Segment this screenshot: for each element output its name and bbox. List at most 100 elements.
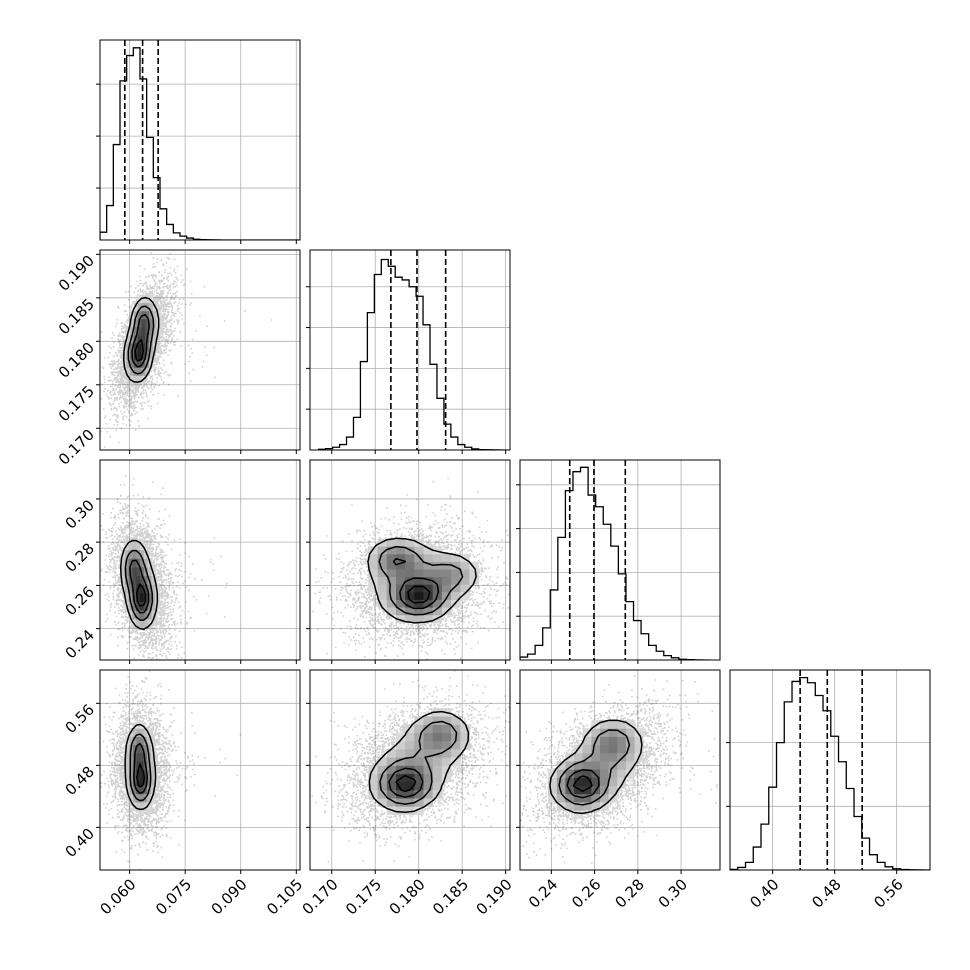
x-tick-label-3: 0.48 <box>808 875 844 911</box>
contour-level-1 <box>379 720 458 805</box>
density-cell <box>130 367 135 376</box>
density-cell <box>140 736 144 746</box>
density-cell <box>396 732 406 742</box>
density-cell <box>441 599 452 608</box>
density-cell <box>441 757 452 766</box>
density-cell <box>625 736 635 746</box>
density-cell <box>149 294 154 304</box>
density-cell <box>451 561 461 570</box>
density-cell <box>441 773 452 783</box>
y-tick-label-1: 0.175 <box>55 382 98 425</box>
density-cell <box>386 538 397 547</box>
density-cell <box>423 781 434 791</box>
density-cell <box>140 618 145 628</box>
density-cell <box>386 765 397 774</box>
histogram-1 <box>318 258 507 450</box>
density-cell <box>152 335 158 344</box>
density-cell <box>133 326 139 336</box>
density-cell <box>574 785 584 795</box>
density-cell <box>574 769 584 778</box>
density-cell <box>368 584 378 593</box>
density-cell <box>386 569 397 578</box>
density-cell <box>405 789 415 799</box>
density-cell <box>451 757 461 766</box>
density-cell <box>141 335 146 344</box>
hist-panel-2 <box>516 459 721 664</box>
density-cell <box>132 728 137 737</box>
density-cell <box>377 553 388 562</box>
density-cell <box>548 777 558 786</box>
density-cell <box>591 728 601 737</box>
density-cell <box>151 601 156 611</box>
density-cell <box>441 765 452 774</box>
density-cell <box>396 781 406 791</box>
y-tick-label-1: 0.170 <box>55 426 98 469</box>
density-cell <box>423 576 434 585</box>
density-cell <box>128 610 133 620</box>
density-cell <box>582 802 592 811</box>
density-cell <box>396 789 406 799</box>
density-cell <box>140 785 144 795</box>
scatter-panel-1-0 <box>96 249 301 454</box>
density-cell <box>145 367 150 376</box>
density-cell <box>423 765 434 774</box>
density-cell <box>574 752 584 762</box>
density-cell <box>132 736 137 746</box>
density-cell <box>556 785 566 795</box>
density-cell <box>423 757 434 766</box>
density-cell <box>396 561 406 570</box>
density-cell <box>451 716 461 725</box>
density-cell <box>591 802 601 811</box>
density-cell <box>128 558 133 568</box>
density-cell <box>140 610 145 620</box>
density-cell <box>414 576 424 585</box>
density-cell <box>396 740 406 750</box>
density-cell <box>625 769 635 778</box>
density-cell <box>140 761 144 770</box>
y-tick-label-3: 0.48 <box>62 763 98 799</box>
density-cell <box>441 591 452 600</box>
density-cell <box>132 744 137 754</box>
scatter-panel-3-1 <box>306 669 511 874</box>
density-cell <box>565 777 575 786</box>
density-cell <box>441 576 452 585</box>
density-cell <box>151 593 156 602</box>
density-cell <box>147 744 152 754</box>
density-cell <box>608 769 618 778</box>
density-cell <box>137 343 142 352</box>
density-cell <box>386 781 397 791</box>
density-cell <box>617 761 627 770</box>
y-tick-label-1: 0.180 <box>55 339 98 382</box>
x-tick-label-1: 0.180 <box>386 875 429 918</box>
density-cell <box>460 553 470 562</box>
density-cell <box>582 728 592 737</box>
density-cell <box>414 561 424 570</box>
density-cell <box>143 584 148 594</box>
density-cell <box>151 575 156 585</box>
density-cell <box>405 569 415 578</box>
panel-frame <box>99 249 301 451</box>
density-cell <box>625 761 635 770</box>
density-cell <box>441 732 452 742</box>
density-cell <box>432 781 443 791</box>
density-cell <box>405 584 415 593</box>
density-cell <box>130 335 135 344</box>
density-cell <box>469 561 479 570</box>
density-cell <box>141 318 146 328</box>
density-cell <box>141 351 146 360</box>
density-cell <box>140 777 144 786</box>
density-cell <box>133 302 139 312</box>
density-cell <box>150 785 155 795</box>
x-tick-label-3: 0.40 <box>746 875 782 911</box>
density-cell <box>608 761 618 770</box>
density-cell <box>128 549 133 559</box>
density-cell <box>451 749 461 758</box>
y-tick-label-2: 0.30 <box>62 496 98 532</box>
density-cell <box>451 576 461 585</box>
density-cell <box>414 724 424 733</box>
density-cell <box>377 584 388 593</box>
density-cell <box>460 740 470 750</box>
density-cell <box>386 591 397 600</box>
density-cell <box>386 576 397 585</box>
density-cell <box>140 720 144 729</box>
